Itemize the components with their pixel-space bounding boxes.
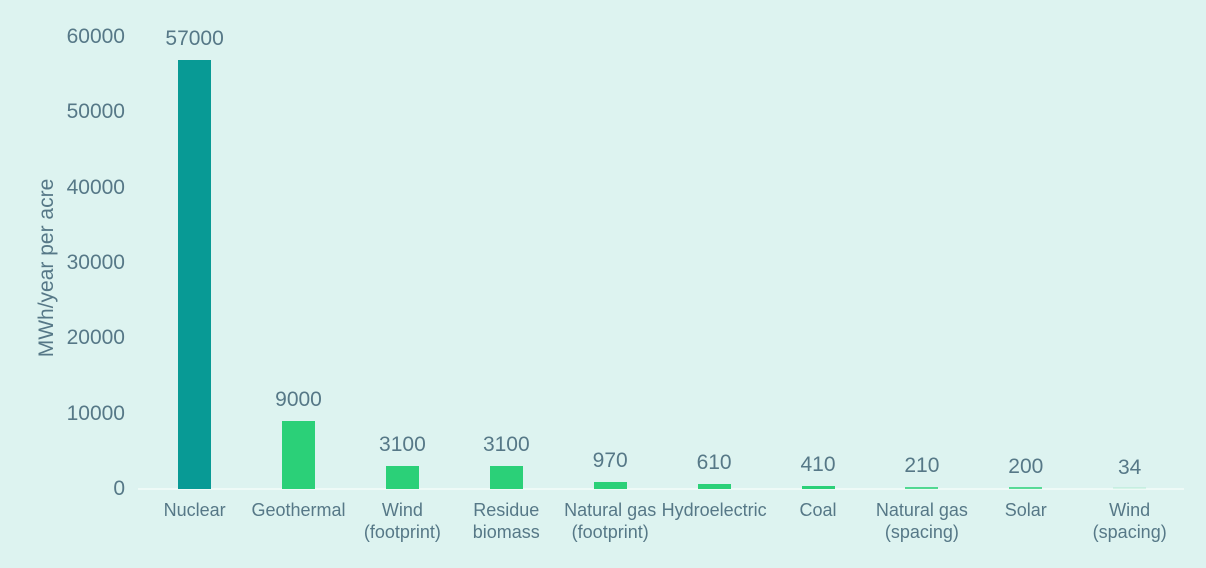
x-label-wind-footprint: Wind (footprint) bbox=[363, 500, 441, 542]
x-label-wind-spacing: Wind (spacing) bbox=[1092, 500, 1167, 542]
y-tick-60000: 60000 bbox=[66, 25, 125, 48]
bar-solar bbox=[1009, 487, 1043, 489]
bar-geothermal bbox=[282, 421, 315, 489]
bar-hydroelectric bbox=[697, 484, 731, 489]
value-label-residue-biomass: 3100 bbox=[482, 432, 530, 456]
bar-wind-footprint bbox=[385, 465, 419, 489]
value-label-nuclear: 57000 bbox=[165, 26, 224, 50]
y-tick-30000: 30000 bbox=[66, 251, 125, 274]
x-label-nuclear: Nuclear bbox=[163, 500, 226, 520]
y-tick-10000: 10000 bbox=[66, 401, 125, 425]
bar-wind-spacing bbox=[1113, 487, 1147, 489]
bar-natural-gas-spacing bbox=[905, 487, 939, 489]
value-label-natural-gas-footprint: 970 bbox=[592, 448, 628, 472]
bar-residue-biomass bbox=[489, 465, 523, 489]
x-label-residue-biomass: Residue biomass bbox=[472, 500, 540, 542]
bar-natural-gas-footprint bbox=[593, 481, 627, 489]
x-label-hydroelectric: Hydroelectric bbox=[661, 500, 767, 520]
value-label-hydroelectric: 610 bbox=[696, 451, 732, 475]
bar-coal bbox=[801, 485, 835, 489]
value-label-coal: 410 bbox=[800, 452, 836, 476]
x-label-coal: Coal bbox=[799, 500, 837, 520]
x-label-solar: Solar bbox=[1004, 500, 1047, 520]
y-tick-40000: 40000 bbox=[66, 175, 125, 199]
y-tick-50000: 50000 bbox=[66, 100, 125, 124]
value-label-wind-footprint: 3100 bbox=[379, 432, 426, 456]
x-label-natural-gas-spacing: Natural gas (spacing) bbox=[875, 500, 968, 542]
value-label-natural-gas-spacing: 210 bbox=[904, 454, 940, 478]
x-label-geothermal: Geothermal bbox=[251, 500, 346, 520]
value-label-geothermal: 9000 bbox=[275, 388, 322, 412]
y-tick-0: 0 bbox=[113, 477, 125, 500]
y-tick-20000: 20000 bbox=[66, 326, 125, 350]
x-label-natural-gas-footprint: Natural gas (footprint) bbox=[564, 500, 657, 542]
bar-nuclear bbox=[178, 59, 212, 489]
value-label-solar: 200 bbox=[1008, 454, 1044, 478]
x-axis-baseline bbox=[138, 488, 1184, 490]
value-label-wind-spacing: 34 bbox=[1118, 455, 1142, 479]
